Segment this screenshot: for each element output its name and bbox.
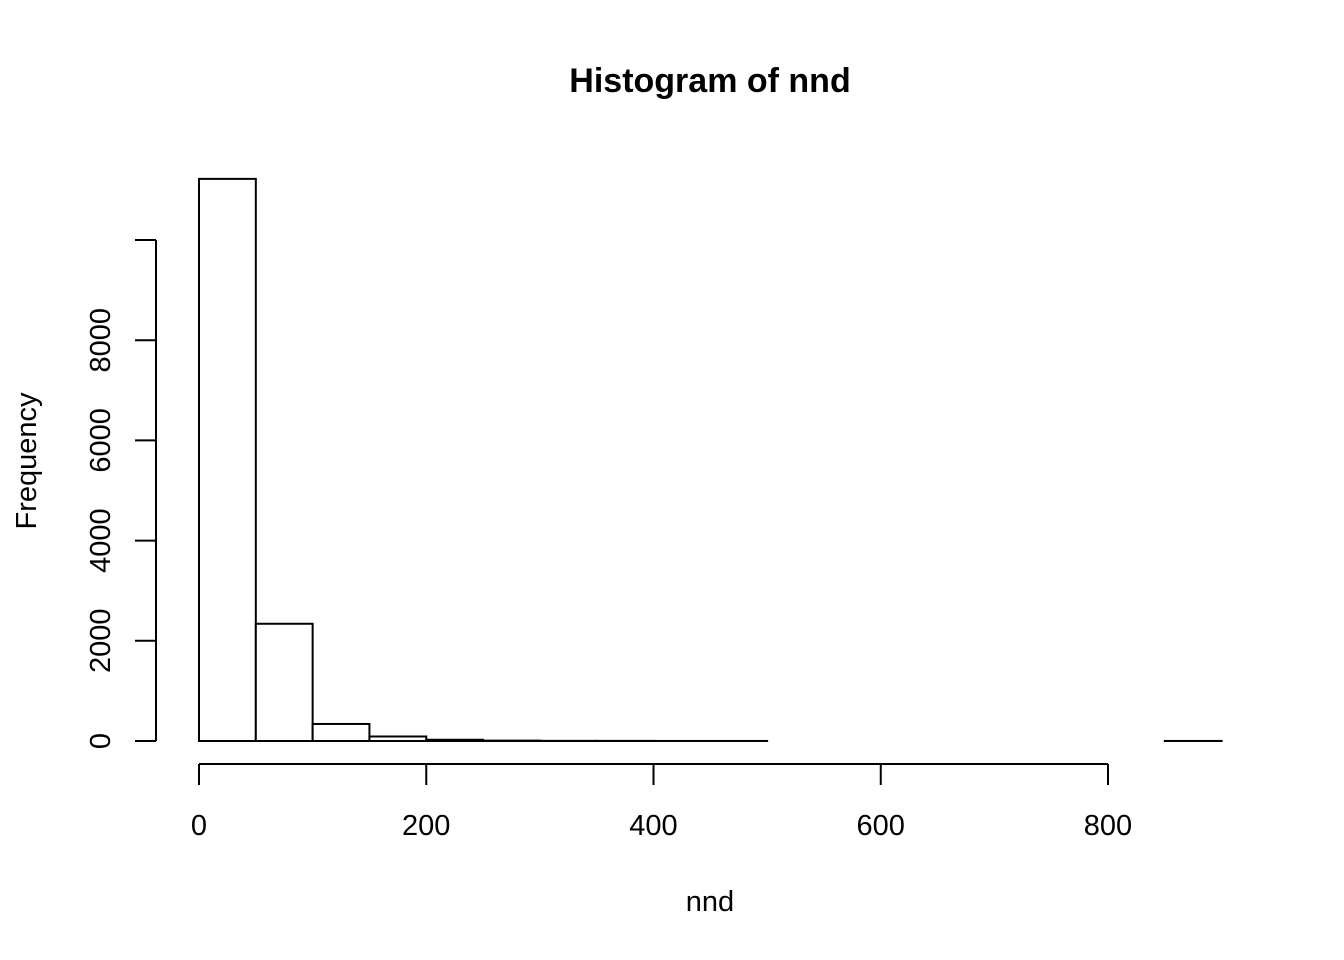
y-axis-label: Frequency	[11, 392, 43, 530]
x-axis-label: nnd	[686, 886, 734, 918]
x-axis: 0 200 400 600 800	[191, 763, 1132, 842]
x-tick-label: 200	[402, 810, 450, 842]
chart-title: Histogram of nnd	[569, 62, 850, 100]
histogram-bar	[198, 177, 257, 743]
histogram-bar	[425, 738, 485, 742]
y-axis: 0 2000 4000 6000 8000	[85, 239, 157, 749]
y-tick-label: 2000	[85, 609, 117, 674]
x-tick-label: 0	[191, 810, 207, 842]
histogram-bar	[368, 735, 428, 743]
x-tick-label: 600	[857, 810, 905, 842]
y-tick-label: 8000	[85, 308, 117, 373]
y-tick-label: 6000	[85, 408, 117, 473]
y-tick-label: 4000	[85, 508, 117, 573]
x-tick-label: 800	[1084, 810, 1132, 842]
y-tick-label: 0	[85, 733, 117, 749]
x-tick-label: 400	[629, 810, 677, 842]
histogram-bar	[254, 622, 314, 742]
bars-group	[198, 177, 1223, 743]
histogram-bar	[311, 722, 371, 743]
